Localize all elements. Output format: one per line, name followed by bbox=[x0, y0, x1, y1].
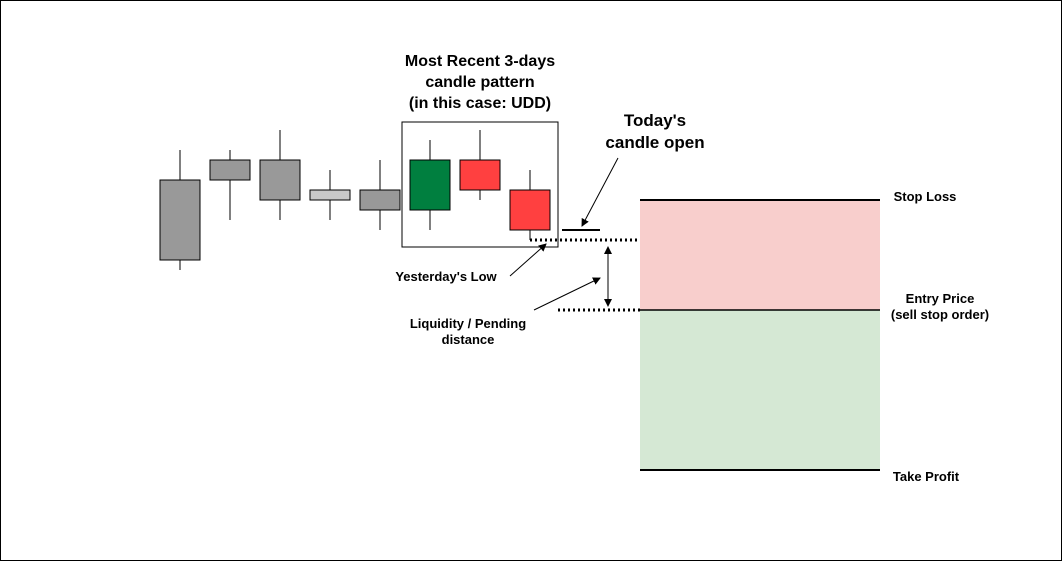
today-open-arrow bbox=[581, 157, 619, 227]
candle-4-body bbox=[309, 189, 351, 201]
candle-down-2-body bbox=[509, 189, 551, 231]
candle-5-body bbox=[359, 189, 401, 211]
pattern-highlight-box bbox=[401, 121, 559, 248]
entry-order-type-label: (sell stop order) bbox=[891, 307, 989, 322]
loss-zone bbox=[640, 200, 880, 310]
candle-down-1-body bbox=[459, 159, 501, 191]
liquidity-label-line-2: distance bbox=[442, 332, 495, 347]
pattern-title-line-1: Most Recent 3-days bbox=[405, 53, 555, 70]
liquidity-label-line-1: Liquidity / Pending bbox=[410, 316, 526, 331]
candle-2-body bbox=[209, 159, 251, 181]
candle-3-body bbox=[259, 159, 301, 201]
today-label-line-2: candle open bbox=[605, 133, 704, 152]
liquidity-arrow bbox=[533, 277, 601, 311]
yesterday-low-label: Yesterday's Low bbox=[395, 269, 497, 284]
entry-price-label: Entry Price bbox=[906, 291, 975, 306]
pattern-title-line-3: (in this case: UDD) bbox=[409, 95, 551, 112]
pattern-title-line-2: candle pattern bbox=[425, 74, 534, 91]
yesterday-low-arrow bbox=[509, 243, 547, 277]
stop-loss-label: Stop Loss bbox=[894, 189, 957, 204]
today-label-line-1: Today's bbox=[624, 111, 686, 130]
profit-zone bbox=[640, 310, 880, 470]
candles-group bbox=[159, 130, 551, 270]
take-profit-label: Take Profit bbox=[893, 469, 960, 484]
candle-up-body bbox=[409, 159, 451, 211]
candle-1-body bbox=[159, 179, 201, 261]
